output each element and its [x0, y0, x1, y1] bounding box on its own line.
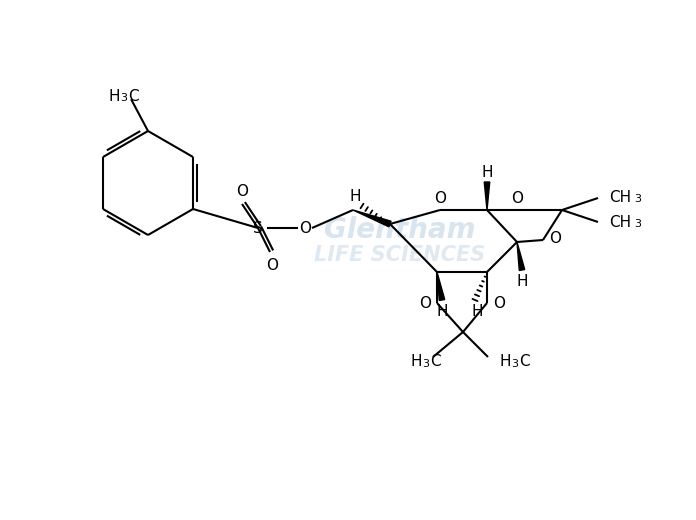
Text: O: O [511, 190, 523, 205]
Polygon shape [353, 210, 391, 227]
Text: 3: 3 [635, 194, 642, 204]
Text: C: C [128, 89, 139, 103]
Text: H: H [109, 89, 120, 103]
Text: O: O [434, 190, 446, 205]
Text: CH: CH [609, 215, 631, 229]
Text: O: O [549, 230, 561, 245]
Text: H: H [481, 164, 493, 179]
Text: C: C [429, 355, 441, 370]
Text: 3: 3 [635, 219, 642, 229]
Polygon shape [437, 272, 445, 301]
Text: O: O [299, 220, 311, 236]
Text: CH: CH [609, 189, 631, 204]
Text: 3: 3 [422, 359, 429, 369]
Text: H: H [410, 355, 422, 370]
Text: H: H [499, 355, 511, 370]
Text: H: H [349, 189, 361, 203]
Text: Glentham: Glentham [324, 216, 476, 244]
Text: C: C [519, 355, 530, 370]
Text: O: O [236, 184, 248, 199]
Text: 3: 3 [512, 359, 519, 369]
Polygon shape [484, 182, 490, 210]
Text: O: O [266, 257, 278, 272]
Text: LIFE SCIENCES: LIFE SCIENCES [315, 245, 486, 265]
Text: O: O [493, 295, 505, 310]
Text: H: H [471, 305, 483, 319]
Text: S: S [253, 220, 263, 236]
Text: O: O [419, 295, 431, 310]
Text: H: H [516, 275, 528, 290]
Text: 3: 3 [120, 93, 127, 103]
Polygon shape [517, 242, 525, 270]
Text: H: H [436, 305, 448, 319]
